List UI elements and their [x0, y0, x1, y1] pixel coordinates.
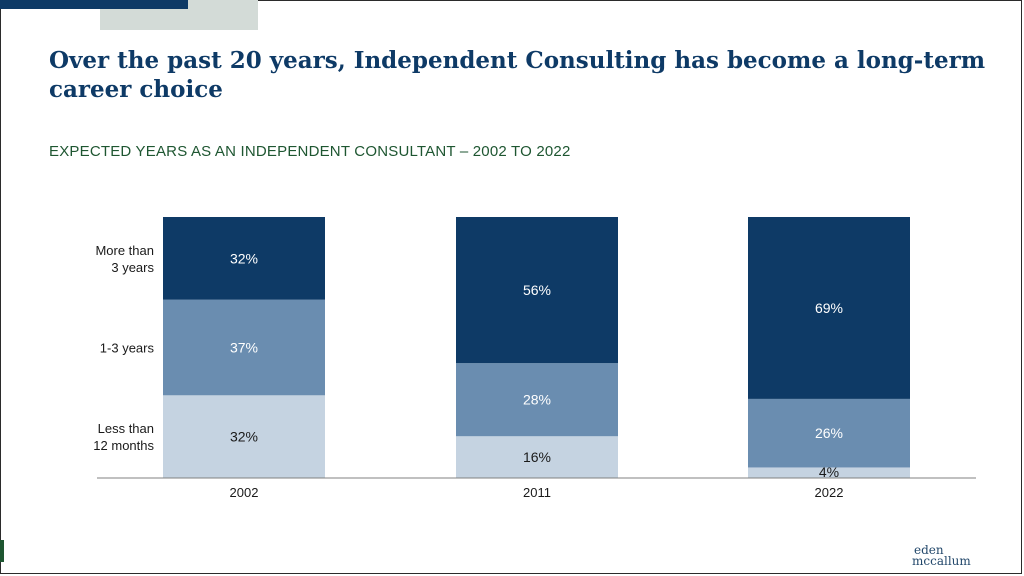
decorative-accent [0, 540, 4, 562]
chart-subtitle: EXPECTED YEARS AS AN INDEPENDENT CONSULT… [49, 143, 571, 160]
category-label: 2011 [523, 485, 551, 500]
category-label: 2002 [230, 485, 259, 500]
bar-segment [456, 217, 618, 364]
data-label: 4% [819, 464, 839, 480]
slide-title: Over the past 20 years, Independent Cons… [49, 47, 986, 103]
bar-segment [163, 299, 325, 396]
row-label: More than 3 years [95, 243, 154, 275]
data-label: 28% [523, 392, 551, 408]
company-logo: eden mccallum [912, 543, 982, 568]
row-label-line: Less than [98, 421, 154, 436]
row-label-line: 12 months [93, 438, 154, 453]
row-label: 1-3 years [100, 341, 155, 356]
bar-segment [163, 395, 325, 478]
data-label: 16% [523, 449, 551, 465]
bar-segment [748, 217, 910, 399]
bar-segment [456, 436, 618, 478]
data-label: 56% [523, 282, 551, 298]
data-label: 32% [230, 429, 258, 445]
row-label: Less than 12 months [93, 421, 154, 453]
data-label: 37% [230, 340, 258, 356]
row-label-line: 3 years [111, 260, 154, 275]
data-label: 26% [815, 425, 843, 441]
bar-segment [163, 217, 325, 300]
category-label: 2022 [815, 485, 844, 500]
bar-segment [748, 398, 910, 468]
row-label-line: More than [95, 243, 154, 258]
logo-line-1: eden [914, 543, 944, 557]
bar-segment [456, 363, 618, 437]
data-label: 32% [230, 250, 258, 266]
row-label-line: 1-3 years [100, 341, 155, 356]
decorative-bar-dark [0, 0, 188, 9]
logo-line-2: mccallum [912, 554, 971, 568]
bar-segment [748, 467, 910, 478]
data-label: 69% [815, 300, 843, 316]
